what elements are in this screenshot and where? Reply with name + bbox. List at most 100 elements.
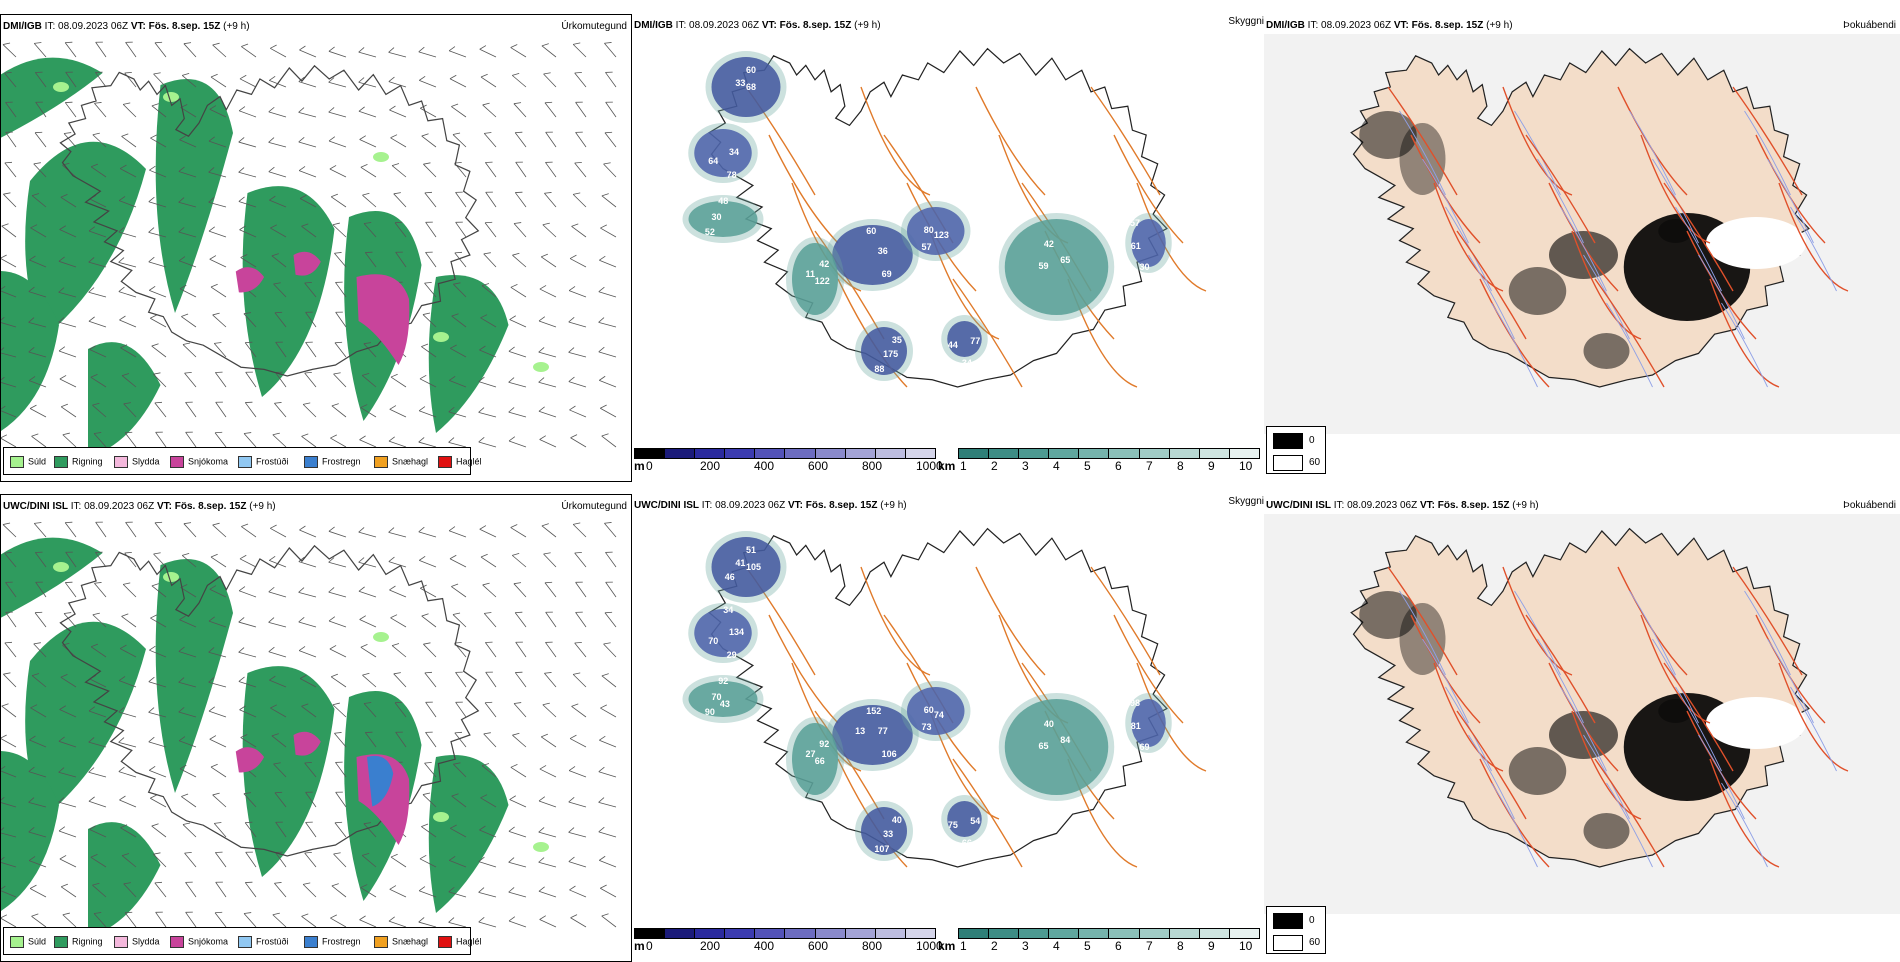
wind-barb bbox=[1, 885, 17, 898]
road-network bbox=[1387, 86, 1849, 388]
wind-barb bbox=[600, 404, 617, 418]
wind-barb bbox=[425, 221, 437, 238]
wind-barb bbox=[151, 103, 167, 118]
wind-barb bbox=[302, 402, 317, 418]
fog-legend-swatch bbox=[1273, 433, 1303, 449]
wind-barb bbox=[568, 286, 587, 298]
wind-barb bbox=[359, 435, 377, 448]
wind-barb bbox=[604, 42, 617, 58]
wind-barb bbox=[148, 256, 167, 268]
it-value: 08.09.2023 06Z bbox=[1321, 20, 1392, 31]
wind-barb bbox=[272, 432, 287, 448]
wind-barb bbox=[1, 285, 17, 298]
visibility-value-label: 11 bbox=[805, 269, 815, 280]
legend-item: Slydda bbox=[114, 936, 160, 948]
rain-area bbox=[242, 186, 335, 397]
snow-area bbox=[356, 274, 410, 365]
wind-barb bbox=[269, 75, 287, 88]
wind-barb bbox=[215, 851, 227, 868]
wind-barb bbox=[58, 287, 77, 298]
wind-barb bbox=[424, 281, 437, 298]
visibility-value-label: 152 bbox=[866, 706, 882, 716]
visibility-value-label: 78 bbox=[726, 169, 737, 180]
wind-barb bbox=[213, 822, 227, 838]
wind-barb bbox=[479, 345, 497, 358]
visibility-value-label: 57 bbox=[921, 242, 932, 253]
wind-barb bbox=[330, 193, 347, 208]
wind-barb bbox=[179, 135, 197, 148]
forecast-offset: (+9 h) bbox=[1486, 20, 1513, 31]
wind-barb bbox=[335, 791, 347, 808]
visibility-map bbox=[682, 47, 1207, 388]
wind-barb bbox=[329, 165, 347, 178]
colorbar-tick-km: 10 bbox=[1239, 459, 1253, 473]
wind-barb bbox=[539, 435, 557, 448]
wind-barb bbox=[185, 911, 197, 928]
wind-barb bbox=[148, 736, 167, 748]
legend-label: Slydda bbox=[132, 456, 160, 467]
wind-barb bbox=[510, 764, 527, 778]
legend-label: Súld bbox=[28, 456, 47, 467]
wind-barb bbox=[568, 376, 587, 388]
wind-barb bbox=[94, 102, 107, 118]
wind-barb bbox=[5, 611, 17, 628]
wind-barb bbox=[598, 346, 617, 358]
wind-barb bbox=[305, 791, 317, 808]
wind-barb bbox=[268, 137, 287, 148]
wind-barb bbox=[455, 221, 467, 238]
fog-legend-swatch bbox=[1273, 935, 1303, 951]
visibility-value-label: 66 bbox=[814, 755, 825, 766]
legend-swatch bbox=[10, 456, 24, 468]
visibility-value-label: 61 bbox=[1130, 240, 1141, 251]
wind-barb bbox=[153, 72, 167, 88]
colorbar-tick-km: 1 bbox=[960, 459, 967, 473]
wind-barb bbox=[210, 283, 227, 298]
wind-barb bbox=[4, 641, 17, 658]
wind-barb bbox=[363, 342, 377, 358]
wind-barb bbox=[568, 347, 587, 358]
wind-barb bbox=[64, 581, 77, 598]
visibility-value-label: 80 bbox=[923, 225, 934, 236]
wind-barb bbox=[332, 702, 347, 718]
wind-barb bbox=[423, 162, 437, 178]
wind-barb bbox=[541, 43, 557, 58]
wind-barb bbox=[543, 552, 557, 568]
rain-area bbox=[242, 666, 335, 877]
wind-barb bbox=[35, 581, 47, 598]
wind-barb bbox=[181, 313, 197, 328]
wind-barb bbox=[241, 43, 257, 58]
wind-barb bbox=[421, 133, 437, 148]
wind-barb bbox=[34, 131, 47, 148]
visibility-value-label: 30 bbox=[1139, 261, 1150, 272]
wind-barb bbox=[35, 101, 47, 118]
drizzle-area bbox=[433, 812, 449, 822]
wind-barb bbox=[390, 853, 407, 868]
visibility-value-label: 30 bbox=[711, 211, 722, 222]
wind-barb bbox=[361, 373, 377, 388]
wind-barb bbox=[59, 705, 77, 718]
wind-barb bbox=[5, 581, 17, 598]
wind-barb bbox=[153, 852, 167, 868]
visibility-panel: 105 70 92 106 60 84 107 98 66 75 51 29 70 77 73 40 33 81 9… bbox=[632, 494, 1264, 962]
wind-barb bbox=[122, 582, 137, 598]
legend-swatch bbox=[304, 456, 318, 468]
fog-area bbox=[1508, 267, 1567, 315]
colorbar-tick-m: 200 bbox=[700, 459, 721, 473]
visibility-value-label: 98 bbox=[1129, 697, 1140, 708]
colorbar-tick-m: 800 bbox=[862, 939, 883, 953]
wind-barb bbox=[95, 71, 107, 88]
legend-swatch bbox=[54, 456, 68, 468]
visibility-value-label: 107 bbox=[874, 843, 890, 854]
wind-barb bbox=[483, 732, 497, 748]
wind-barb bbox=[155, 431, 167, 448]
colorbar-tick-m: 600 bbox=[808, 939, 829, 953]
wind-barb bbox=[4, 161, 17, 178]
wind-barb bbox=[1, 254, 17, 268]
visibility-title: Skyggni bbox=[1228, 496, 1264, 507]
wind-barb bbox=[545, 641, 557, 658]
wind-barb bbox=[568, 856, 587, 868]
wind-barb bbox=[568, 797, 587, 808]
vt-label: VT: bbox=[1393, 20, 1409, 31]
it-value: 08.09.2023 06Z bbox=[84, 501, 155, 512]
wind-barb bbox=[154, 881, 167, 898]
